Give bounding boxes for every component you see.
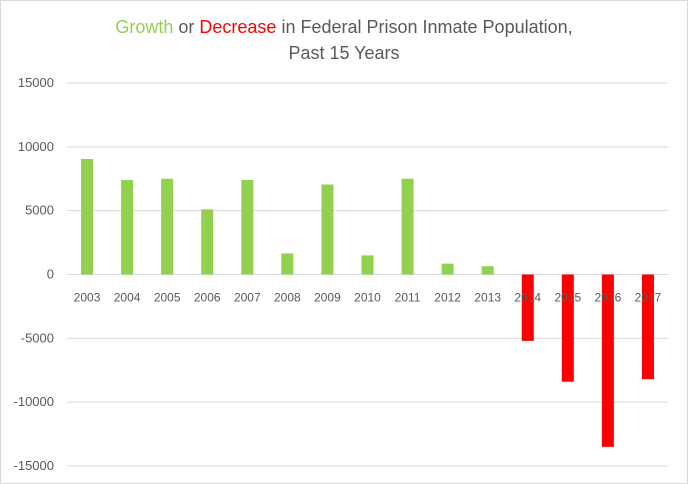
y-tick-label: 10000	[18, 139, 54, 154]
x-tick-label: 2017	[635, 291, 662, 305]
x-tick-label: 2014	[514, 291, 541, 305]
bar-2005	[161, 178, 174, 275]
title-line-2: Past 15 Years	[288, 43, 400, 63]
chart-title: Growth or Decrease in Federal Prison Inm…	[0, 14, 688, 66]
bar-2009	[321, 184, 334, 275]
x-tick-label: 2013	[474, 291, 501, 305]
x-tick-label: 2015	[554, 291, 581, 305]
x-tick-label: 2006	[194, 291, 221, 305]
bar-2007	[241, 180, 254, 275]
title-rest: in Federal Prison Inmate Population,	[276, 17, 573, 37]
bar-2003	[81, 158, 94, 275]
y-axis-ticks: 15000 10000 5000 0 -5000 -10000 -15000	[14, 75, 54, 473]
title-line-1: Growth or Decrease in Federal Prison Inm…	[0, 14, 688, 40]
x-tick-label: 2007	[234, 291, 261, 305]
title-decrease-word: Decrease	[199, 17, 277, 37]
bars	[81, 158, 654, 447]
bar-2014	[521, 274, 534, 341]
title-or-word: or	[173, 17, 200, 37]
bar-2006	[201, 209, 214, 275]
x-axis-ticks: 2003 2004 2005 2006 2007 2008 2009 2010 2011 2012…	[74, 291, 662, 305]
x-tick-label: 2016	[595, 291, 622, 305]
bar-2011	[401, 178, 414, 275]
bar-2017	[641, 274, 654, 380]
y-tick-label: -15000	[14, 458, 54, 473]
y-tick-label: -5000	[21, 330, 54, 345]
bar-2010	[361, 255, 374, 275]
bar-2016	[601, 274, 614, 447]
x-tick-label: 2003	[74, 291, 101, 305]
y-tick-label: 15000	[18, 75, 54, 90]
x-tick-label: 2004	[114, 291, 141, 305]
x-tick-label: 2012	[434, 291, 461, 305]
bar-2008	[281, 253, 294, 275]
y-tick-label: 0	[47, 267, 54, 282]
bar-2012	[441, 263, 454, 275]
bar-2015	[561, 274, 574, 382]
bar-2013	[481, 266, 494, 275]
x-tick-label: 2010	[354, 291, 381, 305]
x-tick-label: 2008	[274, 291, 301, 305]
bar-2004	[121, 180, 134, 275]
y-tick-label: -10000	[14, 394, 54, 409]
x-tick-label: 2011	[395, 291, 421, 305]
y-tick-label: 5000	[25, 203, 54, 218]
title-growth-word: Growth	[115, 17, 174, 37]
x-tick-label: 2005	[154, 291, 181, 305]
x-tick-label: 2009	[314, 291, 341, 305]
